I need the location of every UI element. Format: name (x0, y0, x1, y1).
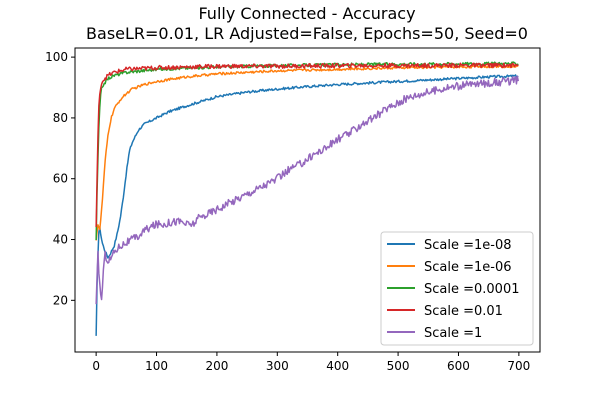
series-line (95, 64, 519, 241)
series-layer (95, 61, 519, 336)
x-tick-label: 0 (92, 359, 100, 373)
legend-label: Scale =0.0001 (424, 282, 520, 297)
x-tick-label: 700 (507, 359, 530, 373)
legend-label: Scale =1 (424, 326, 482, 341)
x-tick-label: 100 (145, 359, 168, 373)
legend-label: Scale =1e-06 (424, 260, 512, 275)
plot-frame (74, 47, 541, 353)
legend-box (380, 231, 534, 346)
x-tick-label: 300 (266, 359, 289, 373)
chart-subtitle: BaseLR=0.01, LR Adjusted=False, Epochs=5… (86, 24, 528, 43)
x-tick-label: 200 (205, 359, 228, 373)
legend-label: Scale =1e-08 (424, 238, 512, 253)
series-line (95, 62, 519, 228)
legend-label: Scale =0.01 (424, 304, 503, 319)
y-tick-label: 60 (53, 172, 68, 186)
ticks-layer: 0 100 200 300 400 500 600 700 20 40 60 80 100 (45, 50, 530, 373)
series-line (95, 74, 519, 336)
y-tick-label: 100 (45, 50, 68, 64)
x-tick-label: 600 (447, 359, 470, 373)
y-tick-label: 40 (53, 233, 68, 247)
y-tick-label: 80 (53, 111, 68, 125)
x-tick-label: 500 (387, 359, 410, 373)
chart-title: Fully Connected - Accuracy (198, 4, 415, 23)
series-line (95, 75, 519, 305)
x-tick-label: 400 (326, 359, 349, 373)
y-tick-label: 20 (53, 293, 68, 307)
legend: Scale =1e-08 Scale =1e-06 Scale =0.0001 Sca… (380, 231, 534, 346)
